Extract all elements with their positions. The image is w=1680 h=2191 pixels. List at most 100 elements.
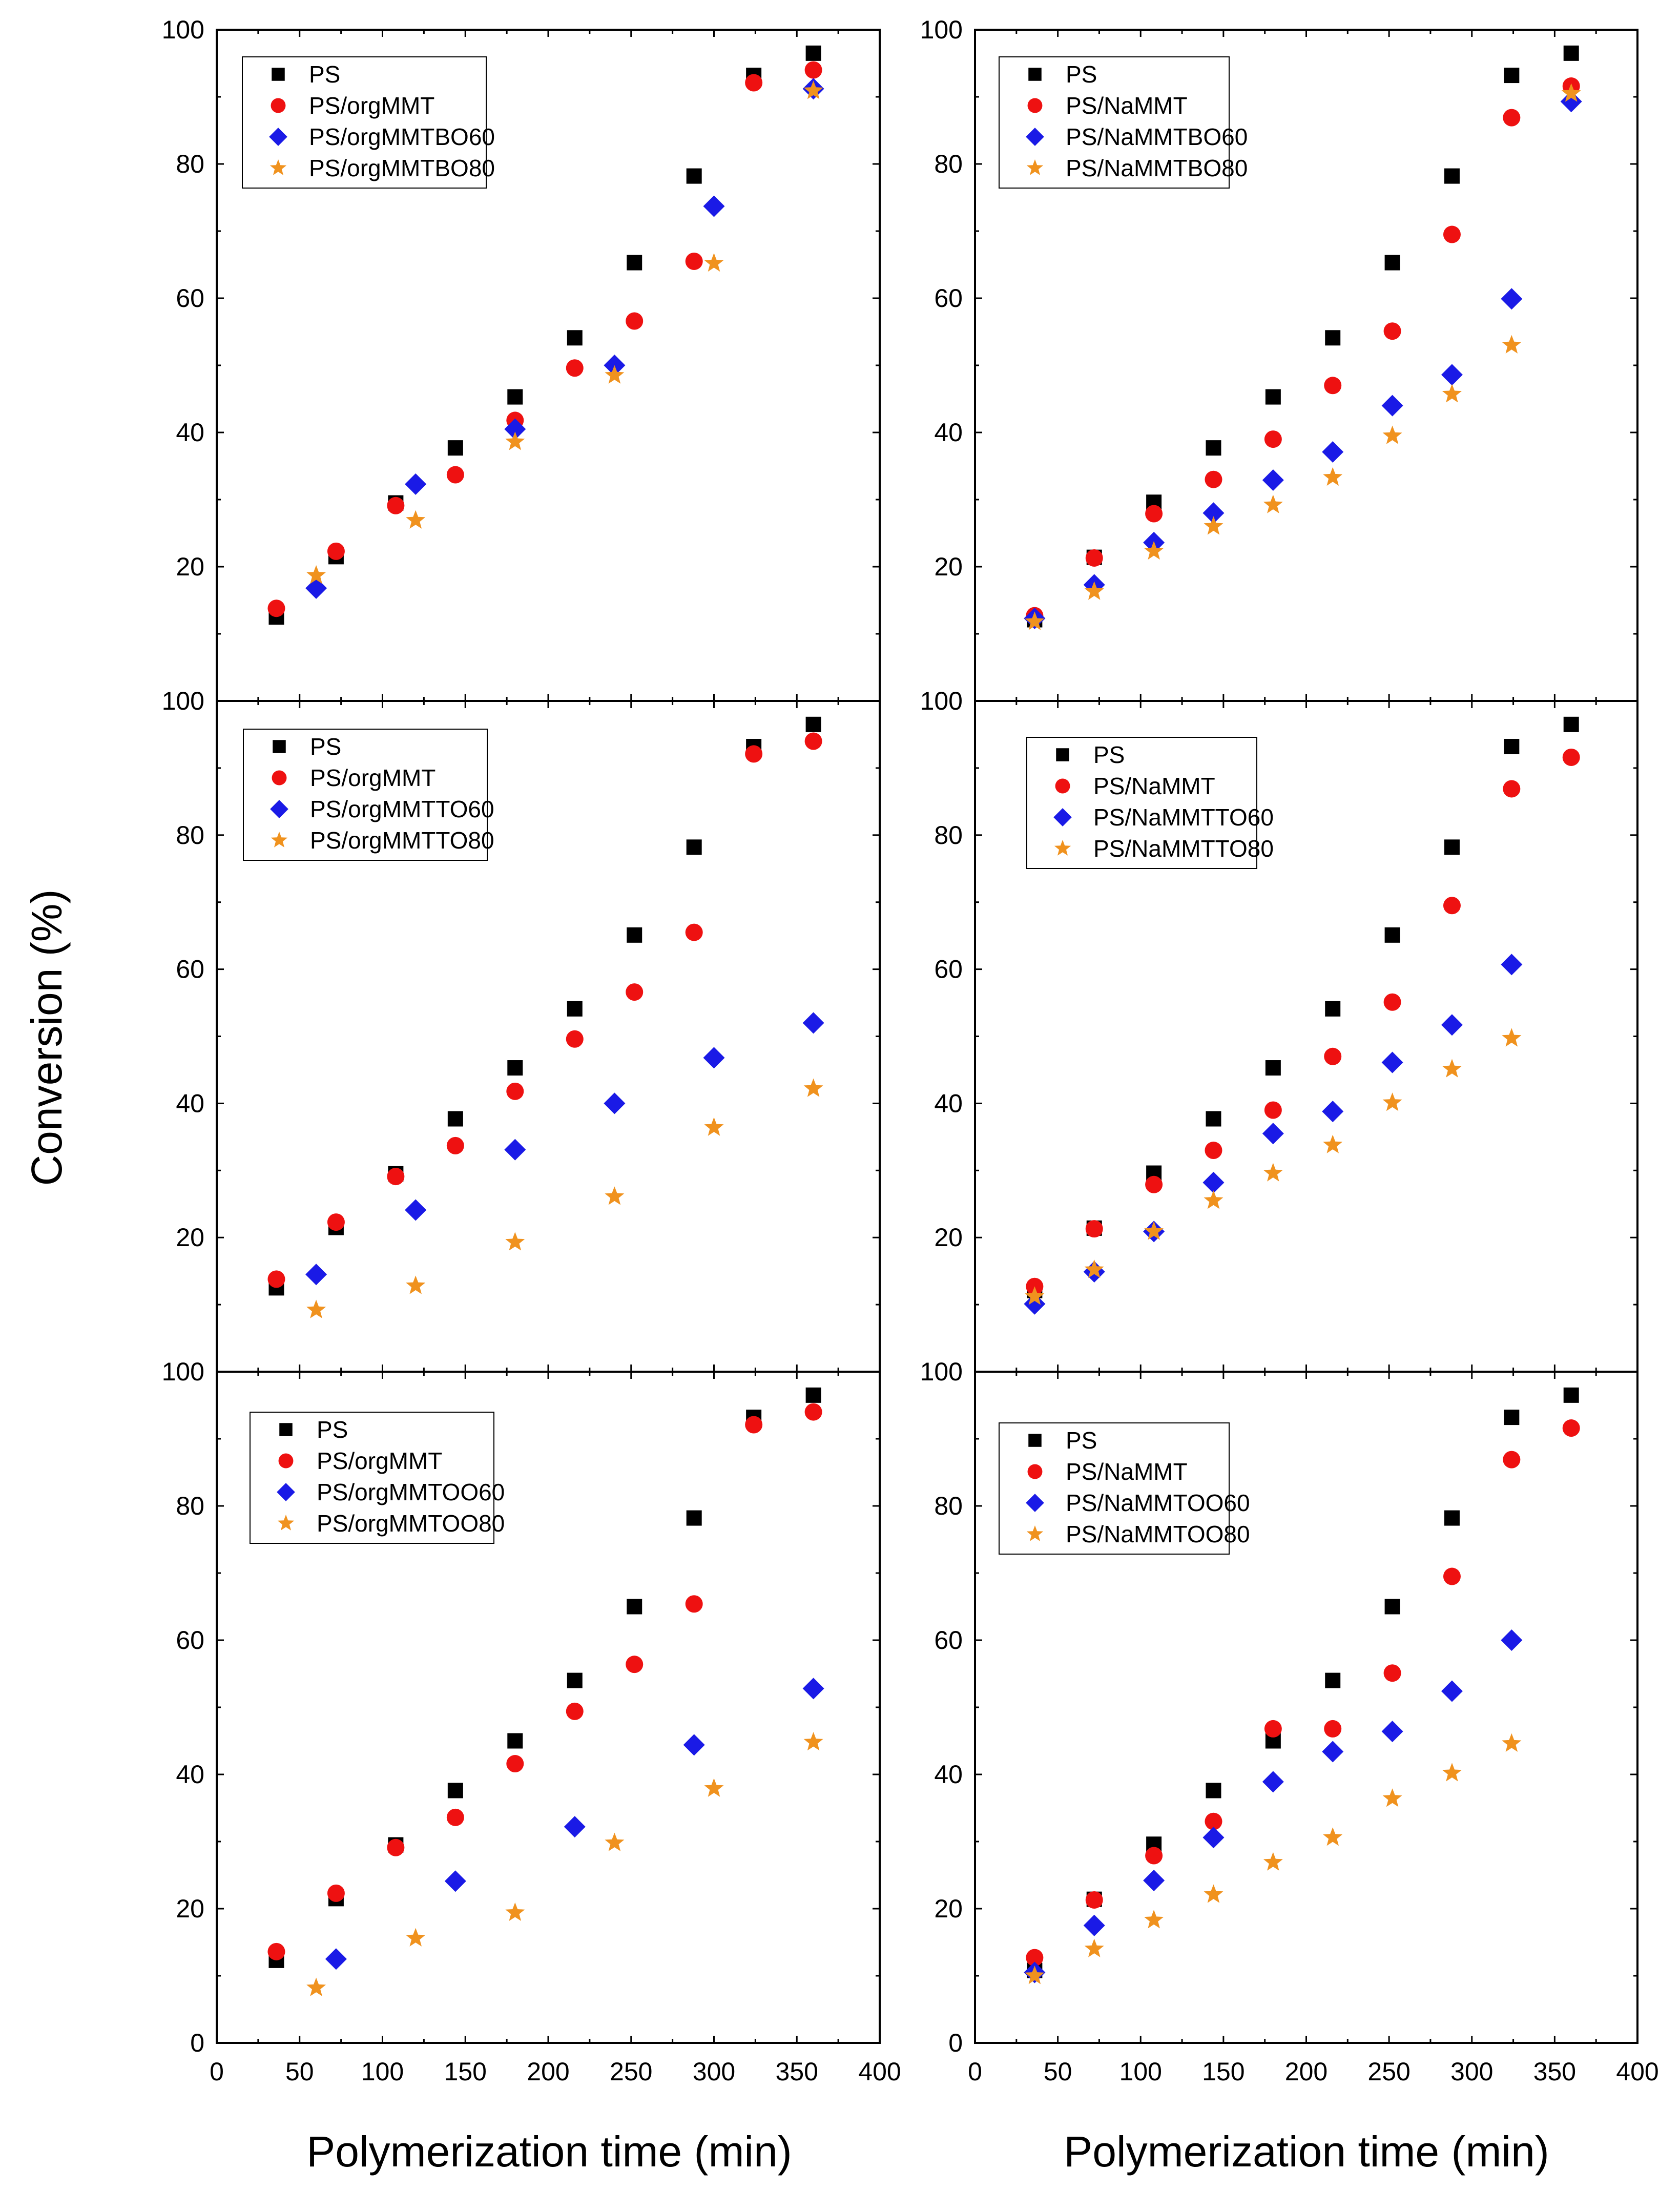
data-point-star [406, 510, 426, 529]
y-tick-label: 20 [934, 552, 963, 581]
data-point-square [1384, 1599, 1400, 1615]
data-point-circle [1085, 1220, 1103, 1238]
data-point-circle [1085, 1891, 1103, 1909]
panel-top-left-ticks: 100 80 60 40 20 [162, 15, 881, 702]
data-point-star [306, 1977, 326, 1996]
data-point-star [1502, 335, 1522, 354]
panel-middle-left-ticks: 100 80 60 40 20 [162, 687, 881, 1373]
data-point-circle [1145, 505, 1163, 523]
data-point-diamond [1143, 1869, 1165, 1891]
data-point-square [1265, 1060, 1281, 1076]
panel-top-right-legend: PS PS/NaMMT PS/NaMMTBO60 PS/NaMMTBO80 [999, 56, 1248, 189]
legend-label: PS/orgMMTTO80 [310, 827, 494, 854]
legend-marker-diamond [277, 1483, 295, 1501]
data-point-square [627, 1599, 642, 1615]
y-tick-label: 40 [176, 418, 204, 447]
y-tick-label: 100 [162, 1357, 204, 1386]
data-point-star [1323, 1827, 1343, 1846]
legend-marker-square [279, 1423, 293, 1436]
legend-label: PS [1093, 741, 1125, 768]
legend-label: PS/NaMMT [1066, 1458, 1188, 1485]
data-point-star [1442, 1059, 1462, 1078]
data-point-circle [804, 732, 822, 750]
data-point-circle [1503, 780, 1521, 798]
data-point-square [686, 839, 702, 855]
y-tick-label: 80 [934, 1492, 963, 1520]
data-point-star [406, 1928, 426, 1947]
y-tick-label: 40 [934, 418, 963, 447]
data-point-diamond [1262, 1123, 1284, 1145]
data-point-square [1325, 330, 1341, 346]
data-point-diamond [683, 1734, 705, 1756]
legend-marker-circle [1027, 98, 1043, 113]
x-tick-label: 150 [444, 2057, 487, 2086]
y-tick-label: 20 [176, 552, 204, 581]
data-point-star [803, 80, 823, 99]
x-tick-label: 0 [968, 2057, 982, 2086]
data-point-square [1504, 1410, 1520, 1425]
y-tick-label: 100 [920, 15, 963, 44]
data-point-circle [267, 1270, 285, 1288]
data-point-square [627, 255, 642, 271]
y-tick-label: 80 [934, 150, 963, 178]
data-point-diamond [1441, 1014, 1463, 1036]
data-point-circle [387, 497, 405, 514]
data-point-diamond [1202, 1171, 1225, 1193]
panel-middle-right-marks [1024, 716, 1580, 1315]
data-point-star [306, 565, 326, 584]
data-point-square [1384, 255, 1400, 271]
legend-marker-star [271, 832, 288, 848]
y-axis-label: Conversion (%) [23, 890, 71, 1186]
data-point-star [505, 1902, 525, 1921]
data-point-square [1265, 389, 1281, 405]
y-tick-label: 20 [176, 1223, 204, 1252]
data-point-square [1444, 839, 1460, 855]
data-point-circle [327, 542, 345, 560]
data-point-circle [1443, 1567, 1461, 1585]
data-point-circle [1085, 549, 1103, 567]
y-tick-label: 60 [176, 955, 204, 984]
legend-marker-square [1028, 1434, 1042, 1447]
legend-label: PS [310, 733, 341, 760]
data-point-circle [1503, 1451, 1521, 1469]
legend-label: PS/NaMMTOO80 [1066, 1521, 1250, 1547]
panel-top-left-marks [267, 45, 824, 625]
data-point-diamond [444, 1870, 466, 1892]
legend-label: PS/NaMMTTO60 [1093, 804, 1274, 831]
data-point-circle [506, 1755, 524, 1773]
legend-label: PS [309, 61, 340, 88]
legend-label: PS [1066, 1427, 1097, 1454]
data-point-circle [1383, 993, 1401, 1011]
panel-middle-left-marks [267, 716, 824, 1318]
data-point-circle [804, 61, 822, 79]
data-point-star [1204, 1190, 1223, 1209]
data-point-diamond [1262, 1771, 1284, 1793]
y-tick-label: 80 [176, 150, 204, 178]
data-point-square [1444, 168, 1460, 184]
y-tick-label: 80 [934, 821, 963, 850]
legend-label: PS/NaMMT [1093, 773, 1215, 799]
data-point-circle [566, 1030, 584, 1048]
data-point-circle [745, 1416, 763, 1434]
legend-label: PS/orgMMT [309, 92, 434, 119]
data-point-star [704, 253, 724, 272]
x-tick-label: 300 [693, 2057, 735, 2086]
x-axis-label-left: Polymerization time (min) [306, 2127, 792, 2176]
panel-middle-right: 100 80 60 40 20 PS PS/NaMMT PS/NaMMTTO60 PS/NaM… [920, 687, 1638, 1373]
data-point-circle [566, 1702, 584, 1720]
legend-label: PS/orgMMTOO80 [317, 1510, 505, 1537]
data-point-diamond [1322, 1741, 1344, 1763]
data-point-star [1263, 1852, 1283, 1871]
data-point-square [507, 1060, 523, 1076]
data-point-circle [1205, 1812, 1222, 1830]
data-point-star [1502, 1028, 1522, 1047]
legend-label: PS [317, 1416, 348, 1443]
data-point-star [803, 1078, 823, 1097]
panel-middle-left-legend: PS PS/orgMMT PS/orgMMTTO60 PS/orgMMTTO80 [243, 729, 494, 861]
y-tick-label: 60 [176, 1626, 204, 1655]
data-point-diamond [802, 1678, 824, 1700]
panel-top-left-legend: PS PS/orgMMT PS/orgMMTBO60 PS/orgMMTBO80 [242, 56, 495, 189]
data-point-star [1442, 384, 1462, 403]
panel-bottom-right-legend: PS PS/NaMMT PS/NaMMTOO60 PS/NaMMTOO80 [999, 1422, 1250, 1555]
